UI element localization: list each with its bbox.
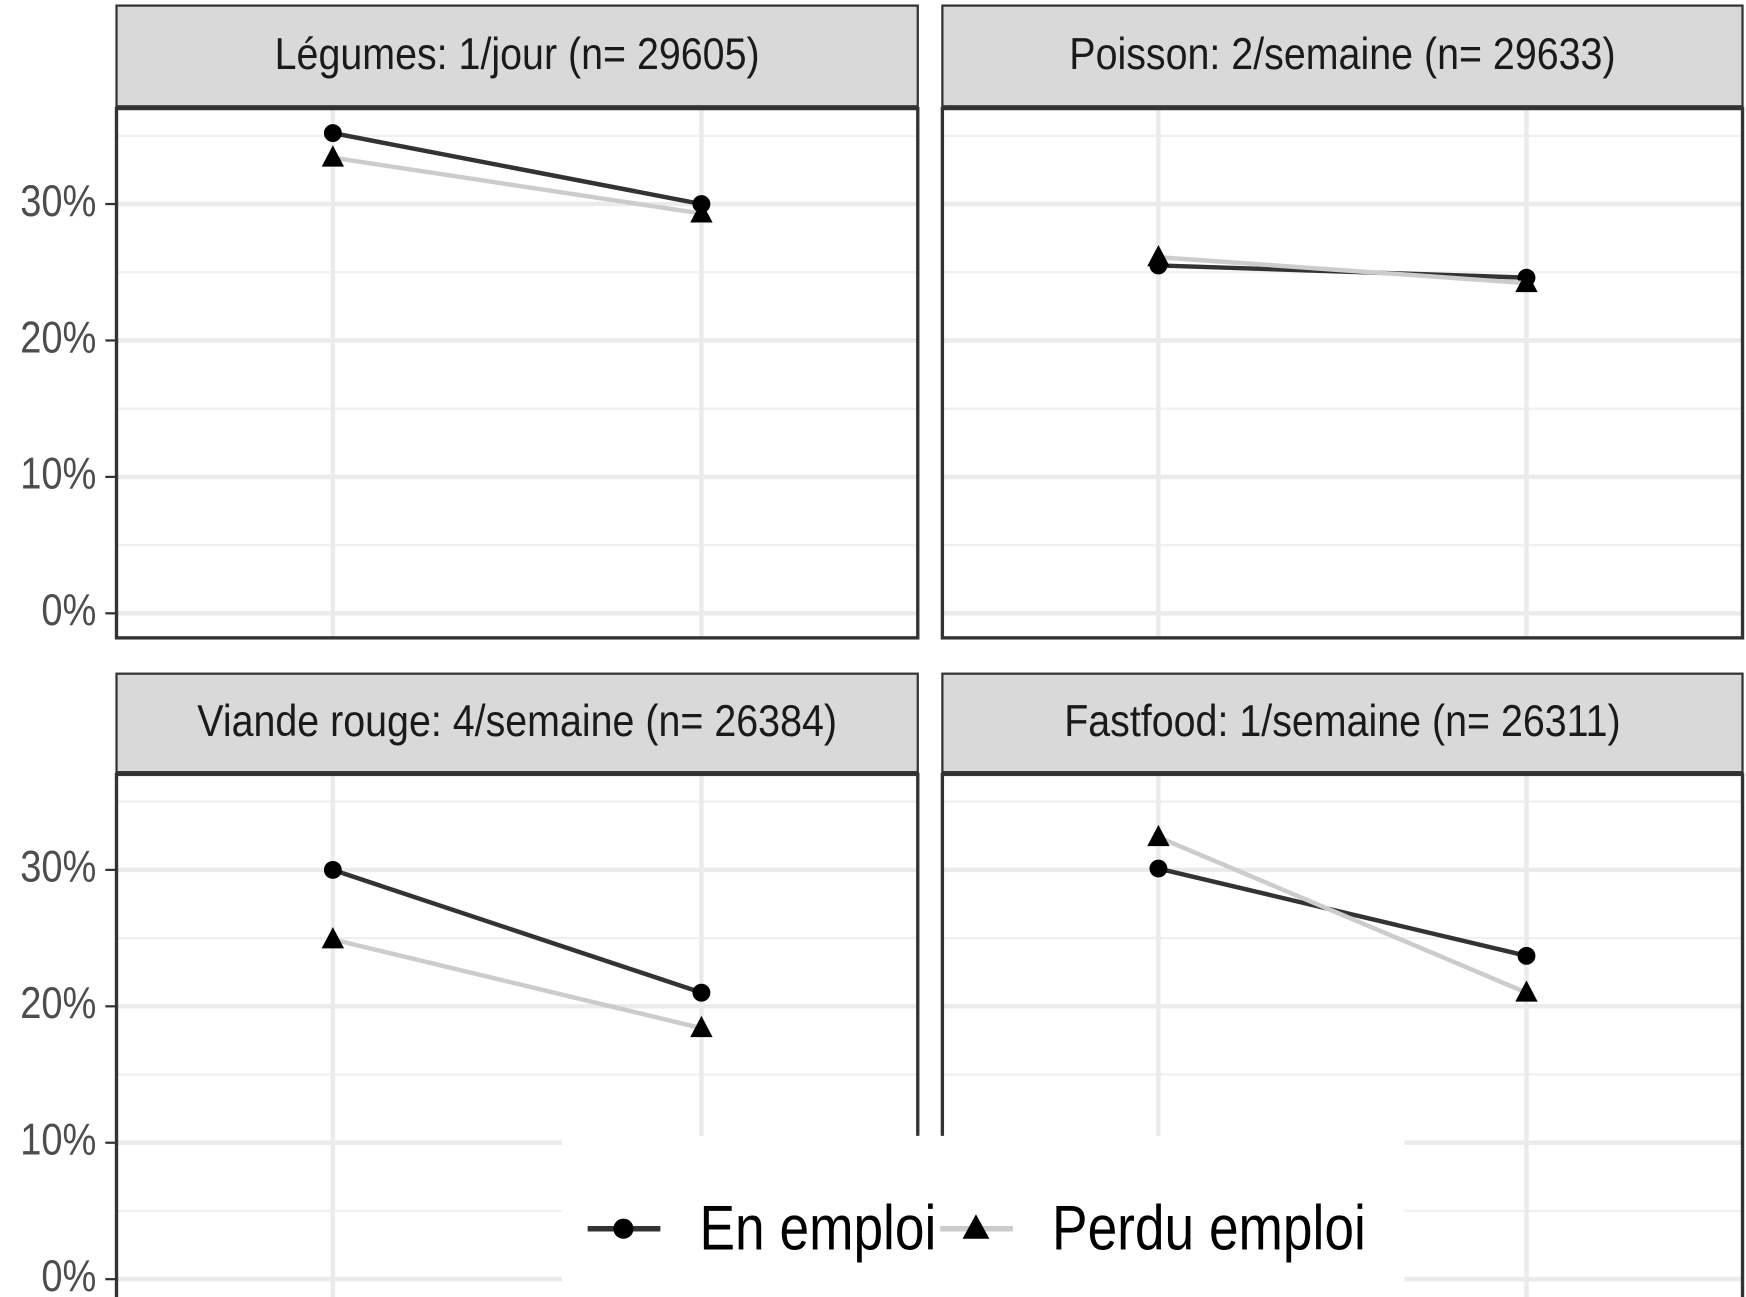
line [332, 937, 702, 1031]
strip [115, 4, 919, 108]
y-tick-label: 20% [20, 311, 96, 362]
legend-label: En emploi [700, 1194, 937, 1264]
line [1158, 255, 1527, 286]
point [1149, 859, 1168, 878]
point [690, 1015, 713, 1038]
strip-title: Viande rouge: 4/semaine (n= 26384) [197, 696, 837, 746]
legend-key-marker [962, 1214, 990, 1239]
legend-box [561, 1135, 1405, 1297]
point [323, 124, 342, 143]
point [692, 983, 711, 1002]
line [332, 867, 703, 995]
point [1515, 270, 1538, 293]
strip-title: Fastfood: 1/semaine (n= 26311) [1064, 696, 1620, 746]
y-tick-label: 10% [20, 1114, 96, 1165]
point [690, 201, 713, 223]
point [321, 145, 345, 167]
point [1517, 946, 1536, 965]
panel-border [940, 106, 1745, 640]
point [1515, 980, 1538, 1002]
line [332, 130, 702, 207]
strip [115, 672, 919, 774]
panel-border [114, 106, 920, 640]
strip [941, 672, 1744, 774]
legend-label: Perdu emploi [1052, 1194, 1366, 1264]
y-tick-label: 20% [20, 977, 96, 1028]
line [1157, 866, 1527, 959]
line [1157, 835, 1528, 995]
y-tick-label: 0% [41, 584, 96, 635]
panel-border [940, 772, 1745, 1297]
panel-border [114, 772, 920, 1297]
y-tick-label: 30% [20, 175, 96, 226]
point [1147, 824, 1170, 847]
legend-key-marker [613, 1218, 634, 1239]
point [323, 860, 342, 879]
strip-title: Poisson: 2/semaine (n= 29633) [1069, 29, 1615, 79]
strip-title: Légumes: 1/jour (n= 29605) [275, 29, 760, 79]
point [321, 927, 345, 949]
line [332, 155, 702, 216]
point [1147, 244, 1170, 267]
y-tick-label: 0% [41, 1250, 96, 1297]
y-tick-label: 10% [20, 448, 96, 499]
strip [941, 4, 1744, 108]
y-tick-label: 30% [20, 841, 96, 892]
